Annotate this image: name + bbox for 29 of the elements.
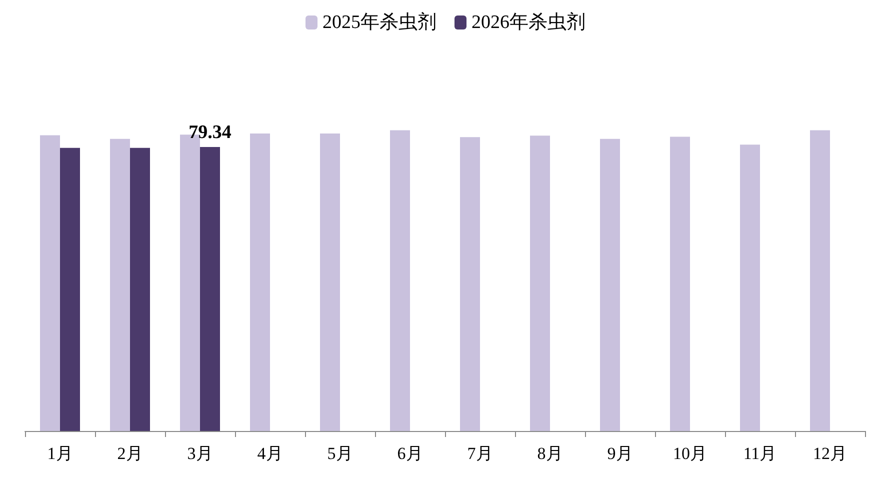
bar [40, 135, 60, 431]
x-tick-label: 3月 [187, 444, 213, 463]
bar [110, 138, 130, 431]
x-tick-label: 8月 [537, 444, 563, 463]
x-tick-label: 6月 [397, 444, 423, 463]
legend-label: 2026年杀虫剂 [472, 11, 586, 33]
bar [740, 144, 760, 431]
bar [670, 136, 690, 431]
x-tick-label: 11月 [743, 444, 777, 463]
x-tick-label: 7月 [467, 444, 493, 463]
bar [130, 148, 150, 431]
bar [60, 148, 80, 431]
bar [250, 134, 270, 431]
bar [530, 136, 550, 431]
x-tick-label: 4月 [257, 444, 283, 463]
bar [600, 138, 620, 431]
legend-label: 2025年杀虫剂 [322, 11, 436, 33]
x-tick-label: 1月 [47, 444, 73, 463]
bar [390, 130, 410, 431]
bar [320, 134, 340, 431]
x-tick-label: 10月 [673, 444, 707, 463]
x-tick-label: 2月 [117, 444, 143, 463]
bar [200, 146, 220, 431]
bar [460, 137, 480, 431]
x-tick-label: 9月 [607, 444, 633, 463]
x-tick-label: 12月 [813, 444, 847, 463]
bar [810, 130, 830, 431]
data-label: 79.34 [188, 122, 232, 143]
x-tick-label: 5月 [327, 444, 353, 463]
